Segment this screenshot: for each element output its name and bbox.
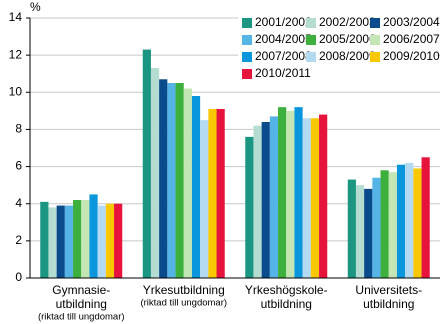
bar [114, 203, 123, 278]
y-axis-label: % [30, 0, 41, 14]
legend-label: 2002/2003 [319, 15, 376, 29]
legend-swatch [370, 35, 380, 45]
bar [286, 110, 295, 278]
legend-label: 2005/2006 [319, 32, 376, 46]
legend-label: 2004/2005 [255, 32, 312, 46]
legend-label: 2010/2011 [255, 66, 311, 80]
legend-swatch [370, 18, 380, 28]
bar [159, 79, 168, 279]
bar [245, 136, 254, 278]
legend-swatch [242, 35, 252, 45]
legend-label: 2007/2008 [255, 49, 312, 63]
legend-background [238, 12, 436, 84]
bar [396, 164, 406, 278]
bar [97, 205, 106, 278]
y-tick-label: 2 [15, 233, 22, 247]
x-tick-label: Yrkeshögskole-utbildning [245, 283, 328, 311]
bar [81, 200, 90, 278]
bar [208, 109, 217, 278]
legend-swatch [306, 18, 316, 28]
bar [278, 107, 287, 279]
y-tick-label: 12 [9, 47, 23, 61]
bar [183, 88, 192, 278]
bar [294, 107, 303, 279]
legend-label: 2006/2007 [383, 32, 440, 46]
x-tick-note: (riktad till ungdomar) [38, 312, 125, 323]
y-tick-label: 10 [9, 84, 23, 98]
bar [56, 205, 65, 278]
y-tick-label: 14 [9, 10, 23, 24]
y-tick-label: 4 [15, 196, 22, 210]
x-tick-label: Yrkesutbildning [143, 283, 225, 297]
x-tick-label: Universitets-utbildning [355, 283, 422, 311]
y-tick-label: 8 [15, 122, 22, 136]
bar [364, 188, 373, 278]
bar [355, 185, 365, 278]
bar [253, 125, 262, 278]
bar [40, 201, 49, 278]
bar [48, 207, 57, 278]
bar [372, 177, 381, 278]
bar [150, 68, 160, 279]
bar [388, 172, 397, 278]
bar [310, 118, 320, 279]
bar [89, 194, 98, 278]
bar [347, 179, 356, 278]
bar [302, 118, 311, 279]
bar [64, 205, 74, 278]
legend-swatch [306, 35, 316, 45]
legend-swatch [370, 52, 380, 62]
bar [269, 116, 279, 278]
y-tick-label: 0 [15, 270, 22, 284]
legend-label: 2003/2004 [383, 15, 440, 29]
bar [405, 162, 414, 278]
bar [319, 114, 328, 278]
y-tick-label: 6 [15, 159, 22, 173]
bar [380, 170, 389, 278]
bar [73, 200, 82, 278]
bar [167, 83, 176, 278]
legend-swatch [242, 69, 252, 79]
legend-swatch [306, 52, 316, 62]
legend-swatch [242, 18, 252, 28]
legend-label: 2008/2009 [319, 49, 376, 63]
x-tick-note: (riktad till ungdomar) [140, 298, 227, 309]
bar [216, 109, 225, 278]
legend-label: 2001/2002 [255, 15, 312, 29]
bar [175, 83, 184, 278]
bar [413, 168, 422, 278]
bar [105, 203, 115, 278]
bar [261, 122, 270, 278]
bar [200, 120, 209, 279]
legend-label: 2009/2010 [383, 49, 440, 63]
bar [191, 96, 201, 278]
bar [421, 157, 430, 278]
legend-swatch [242, 52, 252, 62]
bar [142, 49, 151, 279]
x-tick-label: Gymnasie-utbildning [52, 283, 110, 311]
